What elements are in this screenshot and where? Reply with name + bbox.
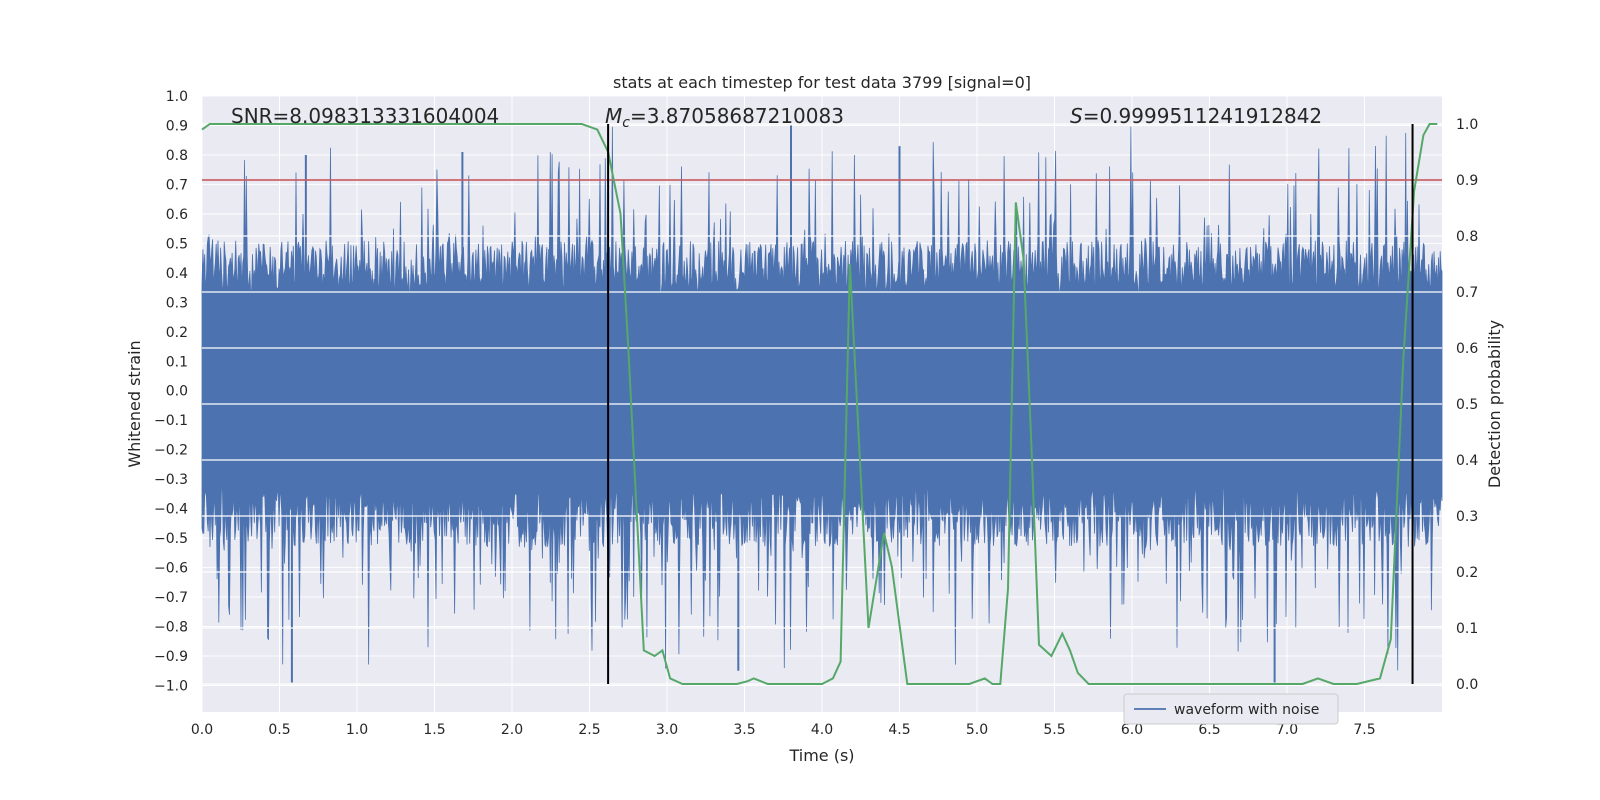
y-tick-label: −0.5 bbox=[154, 531, 188, 547]
x-tick-label: 5.0 bbox=[966, 722, 988, 738]
x-tick-label: 4.0 bbox=[811, 722, 833, 738]
y2-tick-label: 0.4 bbox=[1456, 453, 1478, 469]
y-tick-label: 0.5 bbox=[166, 236, 188, 252]
x-tick-label: 4.5 bbox=[888, 722, 910, 738]
y2-tick-label: 0.3 bbox=[1456, 509, 1478, 525]
x-tick-label: 7.0 bbox=[1276, 722, 1298, 738]
snr-annotation: SNR=8.098313331604004 bbox=[231, 104, 499, 128]
y2-tick-label: 0.5 bbox=[1456, 397, 1478, 413]
y-tick-label: −0.6 bbox=[154, 561, 188, 577]
y-tick-label: −0.9 bbox=[154, 649, 188, 665]
x-axis-label: Time (s) bbox=[788, 746, 854, 765]
y-tick-label: 0.6 bbox=[166, 207, 188, 223]
probability-series bbox=[201, 123, 1438, 685]
legend-label: waveform with noise bbox=[1174, 702, 1319, 718]
y-tick-label: −0.7 bbox=[154, 590, 188, 606]
s-symbol: S bbox=[1070, 104, 1083, 128]
y2-tick-label: 0.1 bbox=[1456, 621, 1478, 637]
y-axis-label: Whitened strain bbox=[125, 340, 144, 467]
y-tick-labels: 1.0 0.9 0.8 0.7 0.6 0.5 0.4 0.3 0.2 0.1 0.0 −0.1 −0.… bbox=[154, 89, 188, 694]
y-tick-label: 0.0 bbox=[166, 384, 188, 400]
y-tick-label: 0.4 bbox=[166, 266, 188, 282]
x-tick-label: 2.5 bbox=[578, 722, 600, 738]
mc-value: =3.87058687210083 bbox=[630, 104, 844, 128]
y2-tick-label: 1.0 bbox=[1456, 117, 1478, 133]
x-tick-label: 2.0 bbox=[501, 722, 523, 738]
y-tick-label: −1.0 bbox=[154, 678, 188, 694]
x-tick-label: 0.5 bbox=[268, 722, 290, 738]
x-tick-label: 7.5 bbox=[1353, 722, 1375, 738]
y-tick-label: −0.4 bbox=[154, 502, 188, 518]
y-tick-label: −0.1 bbox=[154, 413, 188, 429]
x-tick-label: 3.0 bbox=[656, 722, 678, 738]
x-tick-label: 6.0 bbox=[1121, 722, 1143, 738]
mc-symbol: M bbox=[605, 104, 622, 128]
y2-axis-label: Detection probability bbox=[1485, 320, 1504, 488]
s-value: =0.9999511241912842 bbox=[1083, 104, 1322, 128]
x-tick-labels: 0.0 0.5 1.0 1.5 2.0 2.5 3.0 3.5 4.0 4.5 5.0 5.5 6.0 6… bbox=[191, 722, 1376, 738]
y-tick-label: 0.1 bbox=[166, 354, 188, 370]
x-tick-label: 6.5 bbox=[1198, 722, 1220, 738]
y2-tick-labels: 1.0 0.9 0.8 0.7 0.6 0.5 0.4 0.3 0.2 0.1 0.0 bbox=[1456, 117, 1478, 693]
waveform-line bbox=[201, 126, 1443, 671]
y-tick-label: −0.3 bbox=[154, 472, 188, 488]
y2-tick-label: 0.8 bbox=[1456, 229, 1478, 245]
y2-tick-label: 0.7 bbox=[1456, 285, 1478, 301]
chart-title: stats at each timestep for test data 379… bbox=[613, 73, 1031, 92]
y-tick-label: 1.0 bbox=[166, 89, 188, 105]
y-tick-label: 0.9 bbox=[166, 118, 188, 134]
y-tick-label: 0.2 bbox=[166, 325, 188, 341]
y-tick-label: 0.7 bbox=[166, 177, 188, 193]
x-tick-label: 1.5 bbox=[423, 722, 445, 738]
x-tick-label: 5.5 bbox=[1043, 722, 1065, 738]
x-tick-label: 0.0 bbox=[191, 722, 213, 738]
s-annotation: S=0.9999511241912842 bbox=[1070, 104, 1322, 128]
waveform-series bbox=[201, 125, 1443, 683]
y-tick-label: 0.8 bbox=[166, 148, 188, 164]
mc-subscript: c bbox=[622, 115, 630, 131]
y2-tick-label: 0.2 bbox=[1456, 565, 1478, 581]
y2-tick-label: 0.0 bbox=[1456, 677, 1478, 693]
x-tick-label: 3.5 bbox=[733, 722, 755, 738]
probability-line bbox=[201, 123, 1438, 685]
y2-tick-label: 0.6 bbox=[1456, 341, 1478, 357]
y-tick-label: 0.3 bbox=[166, 295, 188, 311]
marker-lines bbox=[607, 124, 1414, 684]
y-tick-label: −0.2 bbox=[154, 443, 188, 459]
y2-tick-label: 0.9 bbox=[1456, 173, 1478, 189]
mc-annotation: Mc=3.87058687210083 bbox=[605, 104, 844, 131]
x-tick-label: 1.0 bbox=[346, 722, 368, 738]
y-tick-label: −0.8 bbox=[154, 620, 188, 636]
legend-box bbox=[1123, 693, 1339, 725]
legend: waveform with noise bbox=[1123, 693, 1339, 725]
